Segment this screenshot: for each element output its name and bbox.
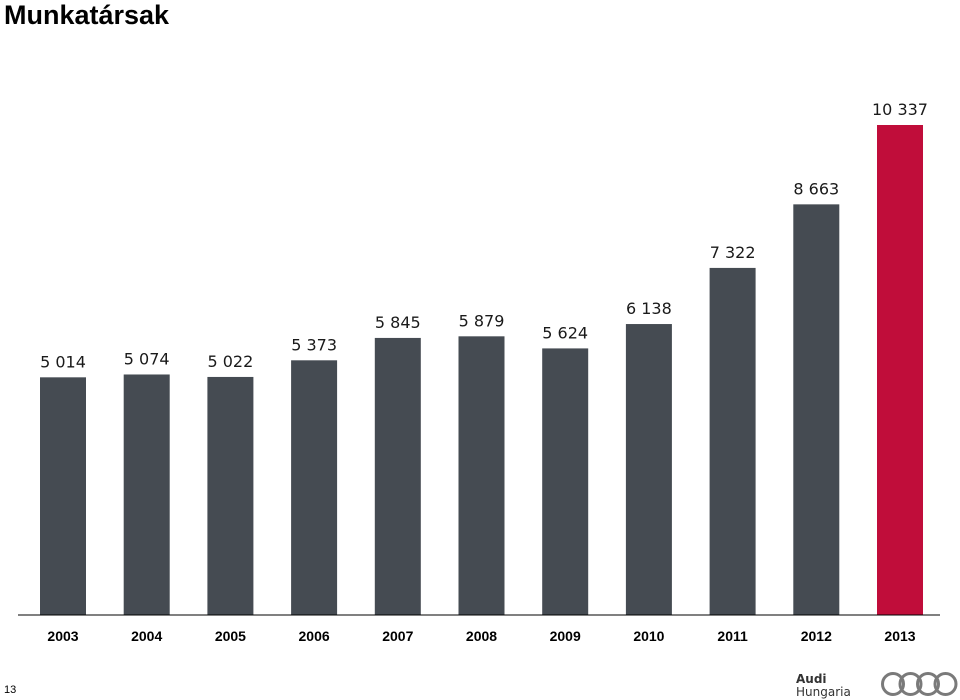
year-label-2009: 2009: [550, 628, 581, 644]
page-number: 13: [4, 684, 17, 696]
bar-2008: [458, 336, 505, 615]
year-label-2008: 2008: [466, 628, 497, 644]
audi-rings-icon: [881, 672, 958, 696]
bar-2011: [709, 267, 756, 615]
value-label-2013: 10 337: [872, 100, 928, 119]
bar-2010: [625, 324, 672, 615]
bar-chart: 5 014 5 074 5 022 5 373 5 845 5 879 5 624 6 138…: [18, 100, 940, 644]
value-label-group: 5 014 5 074 5 022 5 373 5 845 5 879 5 624 6 138…: [40, 100, 928, 371]
year-label-2013: 2013: [884, 628, 915, 644]
bar-2007: [374, 337, 421, 615]
bar-2009: [542, 348, 589, 615]
year-label-2007: 2007: [382, 628, 413, 644]
year-label-2005: 2005: [215, 628, 246, 644]
value-label-2008: 5 879: [459, 311, 505, 330]
year-label-2012: 2012: [801, 628, 832, 644]
value-label-2009: 5 624: [542, 323, 588, 342]
bar-group: [40, 125, 923, 615]
bar-2004: [123, 374, 170, 615]
brand-line-2: Hungaria: [796, 685, 851, 699]
bar-2003: [40, 377, 86, 615]
value-label-2003: 5 014: [40, 352, 86, 371]
page-title: Munkatársak: [4, 0, 170, 30]
value-label-2010: 6 138: [626, 299, 672, 318]
year-label-2010: 2010: [633, 628, 664, 644]
year-label-group: 2003 2004 2005 2006 2007 2008 2009 2010 2011 2012…: [47, 628, 915, 644]
bar-2005: [207, 376, 254, 615]
brand-line-1: Audi: [796, 672, 827, 686]
year-label-2006: 2006: [299, 628, 330, 644]
value-label-2004: 5 074: [124, 349, 170, 368]
value-label-2011: 7 322: [710, 243, 756, 262]
value-label-2007: 5 845: [375, 313, 421, 332]
bar-2006: [291, 360, 338, 615]
year-label-2011: 2011: [717, 628, 748, 644]
bar-2012: [793, 204, 840, 615]
value-label-2012: 8 663: [793, 179, 839, 198]
value-label-2006: 5 373: [291, 335, 337, 354]
brand-text: Audi Hungaria: [796, 673, 851, 699]
year-label-2003: 2003: [47, 628, 78, 644]
year-label-2004: 2004: [131, 628, 162, 644]
value-label-2005: 5 022: [207, 352, 253, 371]
bar-2013: [877, 125, 923, 615]
